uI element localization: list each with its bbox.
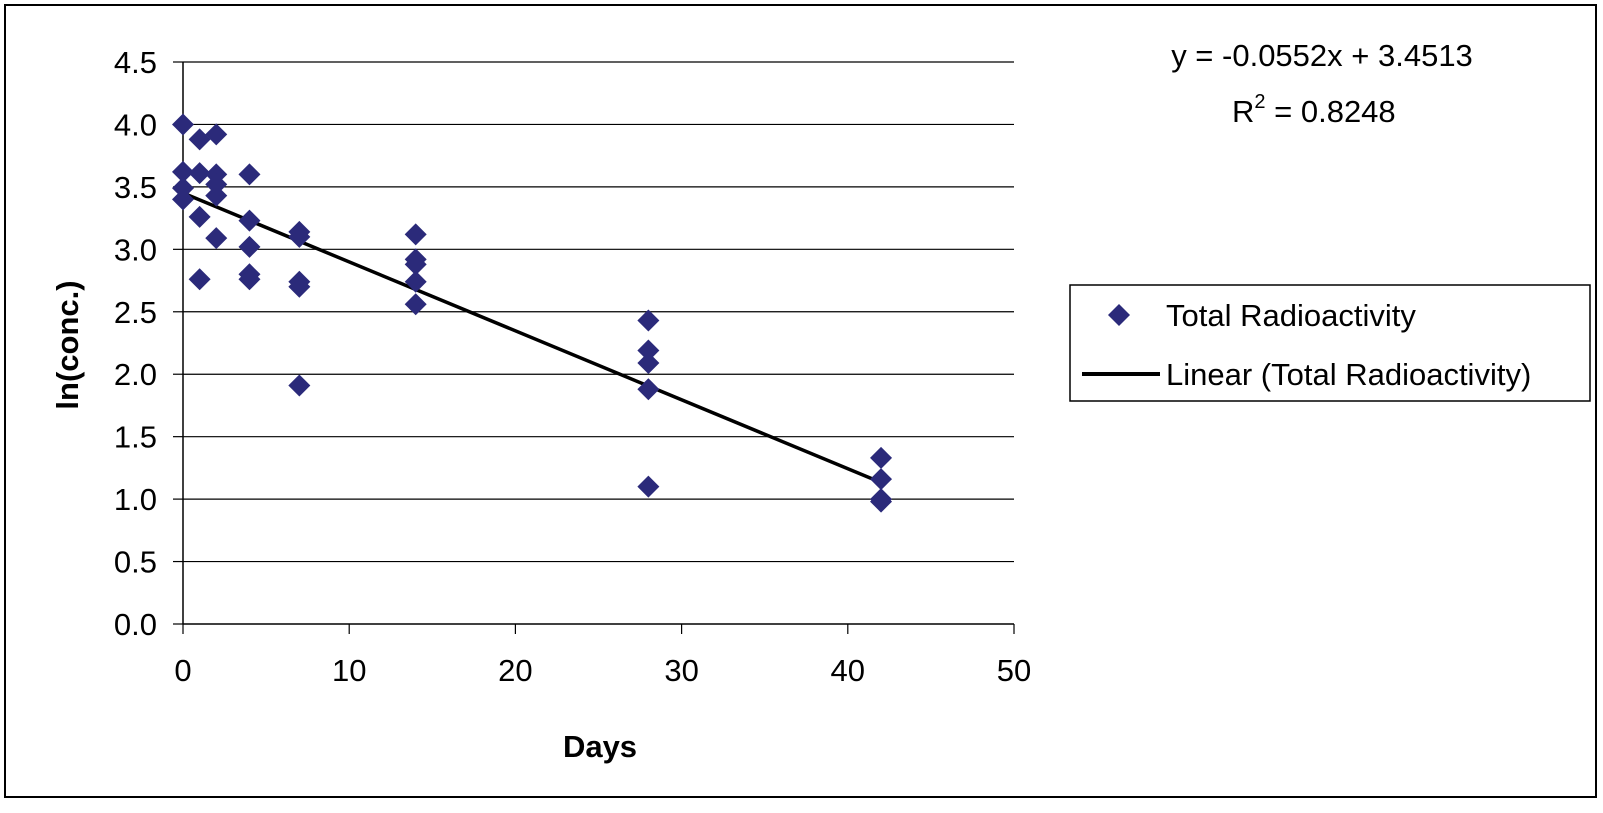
x-tick-label: 0	[174, 653, 191, 688]
data-point	[637, 351, 660, 374]
data-point	[288, 225, 311, 248]
data-point	[637, 378, 660, 401]
data-point	[172, 188, 194, 211]
y-tick-label: 0.0	[114, 607, 157, 642]
y-tick-label: 1.5	[114, 420, 157, 455]
data-point	[188, 128, 211, 151]
data-point	[637, 309, 660, 332]
y-tick-label: 3.5	[114, 170, 157, 205]
x-tick-label: 30	[664, 653, 698, 688]
gridlines	[183, 61, 1014, 563]
data-point	[238, 268, 261, 291]
axes: 0.0 0.5 1.0 1.5 2.0 2.5 3.0 3.5 4.0 4.5 0 10 20 30 40 5…	[114, 45, 1031, 688]
data-point	[205, 184, 228, 207]
y-tick-label: 4.5	[114, 45, 157, 80]
data-point	[870, 446, 893, 469]
data-point	[637, 475, 660, 498]
data-point	[205, 123, 228, 146]
data-point	[205, 227, 228, 250]
data-point	[404, 223, 427, 246]
data-point	[238, 235, 261, 258]
x-tick-label: 50	[997, 653, 1031, 688]
data-point	[172, 113, 194, 136]
legend: Total Radioactivity Linear (Total Radioa…	[1069, 284, 1591, 402]
legend-box	[1069, 284, 1591, 402]
y-tick-label: 3.0	[114, 232, 157, 267]
data-point	[238, 163, 261, 186]
data-points	[172, 113, 893, 513]
data-point	[172, 177, 194, 200]
data-point	[188, 162, 211, 185]
data-point	[637, 339, 660, 362]
data-point	[188, 205, 211, 228]
data-point	[288, 374, 311, 397]
x-tick-label: 20	[498, 653, 532, 688]
data-point	[404, 253, 427, 276]
y-tick-label: 1.0	[114, 482, 157, 517]
data-point	[172, 160, 194, 183]
x-tick-label: 40	[831, 653, 865, 688]
data-point	[205, 173, 228, 196]
data-point	[404, 270, 427, 293]
data-point	[188, 268, 211, 291]
y-axis-title: ln(conc.)	[50, 280, 85, 409]
y-tick-label: 2.5	[114, 295, 157, 330]
data-point	[238, 209, 261, 232]
legend-label-total-radioactivity: Total Radioactivity	[1166, 298, 1416, 333]
y-tick-label: 2.0	[114, 357, 157, 392]
data-point	[870, 490, 893, 513]
legend-label-linear: Linear (Total Radioactivity)	[1166, 357, 1531, 392]
y-tick-label: 4.0	[114, 107, 157, 142]
trendline-equation: y = -0.0552x + 3.4513	[1171, 38, 1473, 73]
trendline-r-squared: R2 = 0.8248	[1232, 91, 1396, 129]
data-point	[288, 275, 311, 298]
x-tick-label: 10	[332, 653, 366, 688]
x-axis-title: Days	[563, 729, 637, 764]
legend-marker-total-radioactivity	[1108, 304, 1130, 326]
y-tick-label: 0.5	[114, 545, 157, 580]
data-point	[870, 468, 893, 491]
data-point	[404, 293, 427, 316]
